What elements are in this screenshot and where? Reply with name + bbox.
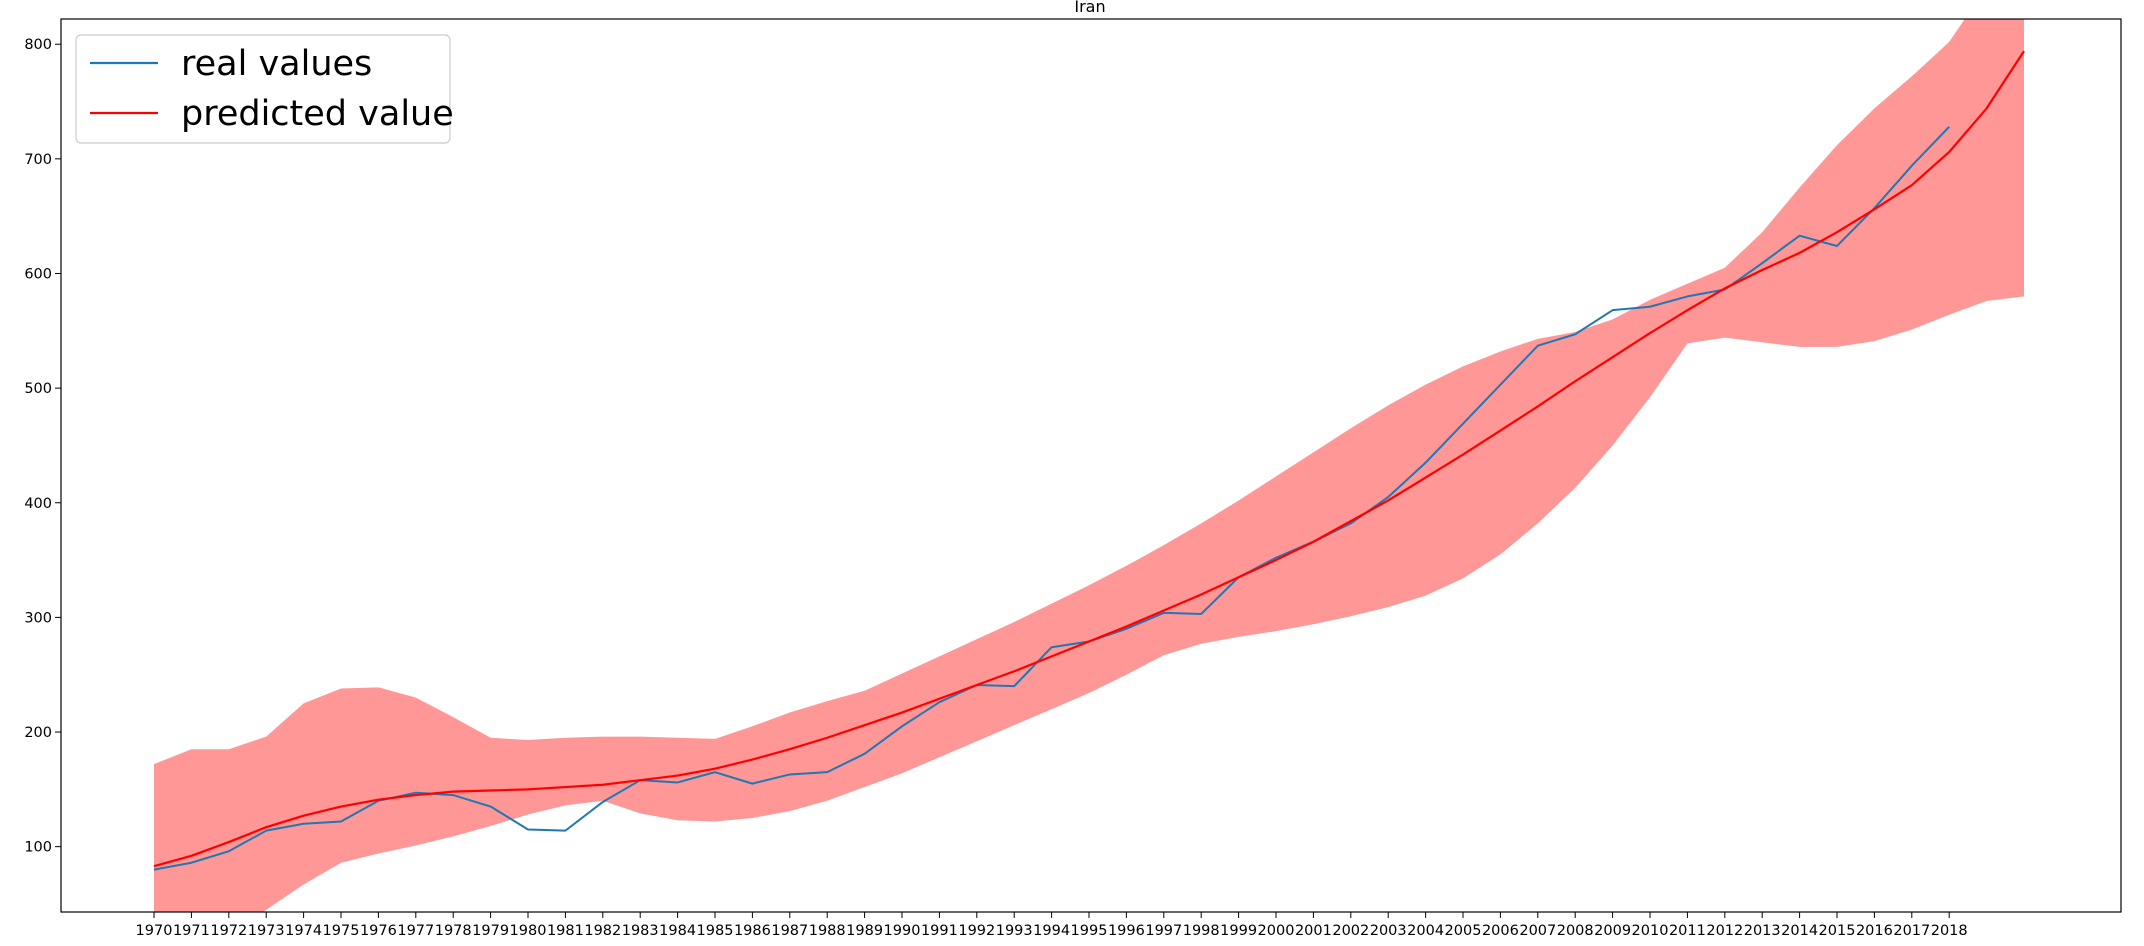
x-tick-label: 1977 [397, 923, 434, 939]
y-tick-label: 400 [24, 496, 52, 512]
x-tick-label: 1985 [697, 923, 734, 939]
x-tick-label: 2000 [1258, 923, 1295, 939]
y-tick-label: 200 [24, 725, 52, 741]
x-tick-label: 2009 [1594, 923, 1631, 939]
x-tick-label: 2013 [1744, 923, 1781, 939]
y-tick-label: 300 [24, 610, 52, 626]
x-tick-label: 1987 [771, 923, 808, 939]
x-tick-label: 2011 [1669, 923, 1706, 939]
x-tick-label: 1973 [248, 923, 285, 939]
x-tick-label: 1984 [659, 923, 696, 939]
legend-label: real values [181, 44, 372, 84]
series-line-real-values [153, 126, 1950, 871]
axes-frame [60, 18, 2122, 913]
y-tick-label: 500 [24, 381, 52, 397]
legend-box [75, 34, 451, 144]
x-tick-label: 1988 [809, 923, 846, 939]
x-tick-label: 2005 [1445, 923, 1482, 939]
x-tick-label: 1975 [323, 923, 360, 939]
y-tick-label: 600 [24, 266, 52, 282]
x-tick-label: 1978 [435, 923, 472, 939]
x-tick-label: 2015 [1819, 923, 1856, 939]
x-tick-label: 2006 [1482, 923, 1519, 939]
legend-label: predicted value [181, 94, 454, 134]
x-tick-label: 1980 [510, 923, 547, 939]
y-tick-label: 700 [24, 152, 52, 168]
x-tick-label: 1990 [884, 923, 921, 939]
confidence-band [154, 19, 2024, 912]
x-tick-label: 1989 [846, 923, 883, 939]
legend: real values predicted value [75, 34, 454, 144]
x-tick-label: 1993 [996, 923, 1033, 939]
y-tick-label: 100 [24, 840, 52, 856]
x-tick-label: 1981 [547, 923, 584, 939]
x-tick-label: 2003 [1370, 923, 1407, 939]
x-tick-label: 2017 [1893, 923, 1930, 939]
x-tick-label: 1999 [1220, 923, 1257, 939]
x-tick-label: 1995 [1071, 923, 1108, 939]
x-tick-label: 1996 [1108, 923, 1145, 939]
x-tick-label: 1982 [584, 923, 621, 939]
x-tick-label: 1986 [734, 923, 771, 939]
x-tick-label: 2008 [1557, 923, 1594, 939]
x-tick-label: 1994 [1033, 923, 1070, 939]
plot-area: 100 200 300 400 500 600 700 800 1970 1971 1972 1973… [24, 19, 2025, 939]
x-tick-label: 2004 [1407, 923, 1444, 939]
x-tick-label: 1970 [136, 923, 173, 939]
x-tick-label: 1971 [173, 923, 210, 939]
x-tick-label: 1998 [1183, 923, 1220, 939]
chart-title: Iran [1074, 0, 1105, 16]
series-line-predicted-value [153, 50, 2025, 868]
x-tick-label: 1991 [921, 923, 958, 939]
x-tick-label: 2014 [1781, 923, 1818, 939]
x-tick-label: 2002 [1332, 923, 1369, 939]
x-tick-label: 1974 [285, 923, 322, 939]
x-tick-label: 2012 [1706, 923, 1743, 939]
x-tick-label: 2016 [1856, 923, 1893, 939]
x-tick-label: 1992 [958, 923, 995, 939]
x-tick-label: 2010 [1632, 923, 1669, 939]
x-tick-label: 1972 [210, 923, 247, 939]
x-tick-label: 2018 [1931, 923, 1968, 939]
x-tick-label: 2007 [1519, 923, 1556, 939]
x-tick-label: 1997 [1145, 923, 1182, 939]
y-tick-label: 800 [24, 37, 52, 53]
x-tick-label: 1976 [360, 923, 397, 939]
x-tick-label: 1983 [622, 923, 659, 939]
x-tick-label: 2001 [1295, 923, 1332, 939]
plot-clip-group [153, 19, 2025, 912]
x-tick-label: 1979 [472, 923, 509, 939]
